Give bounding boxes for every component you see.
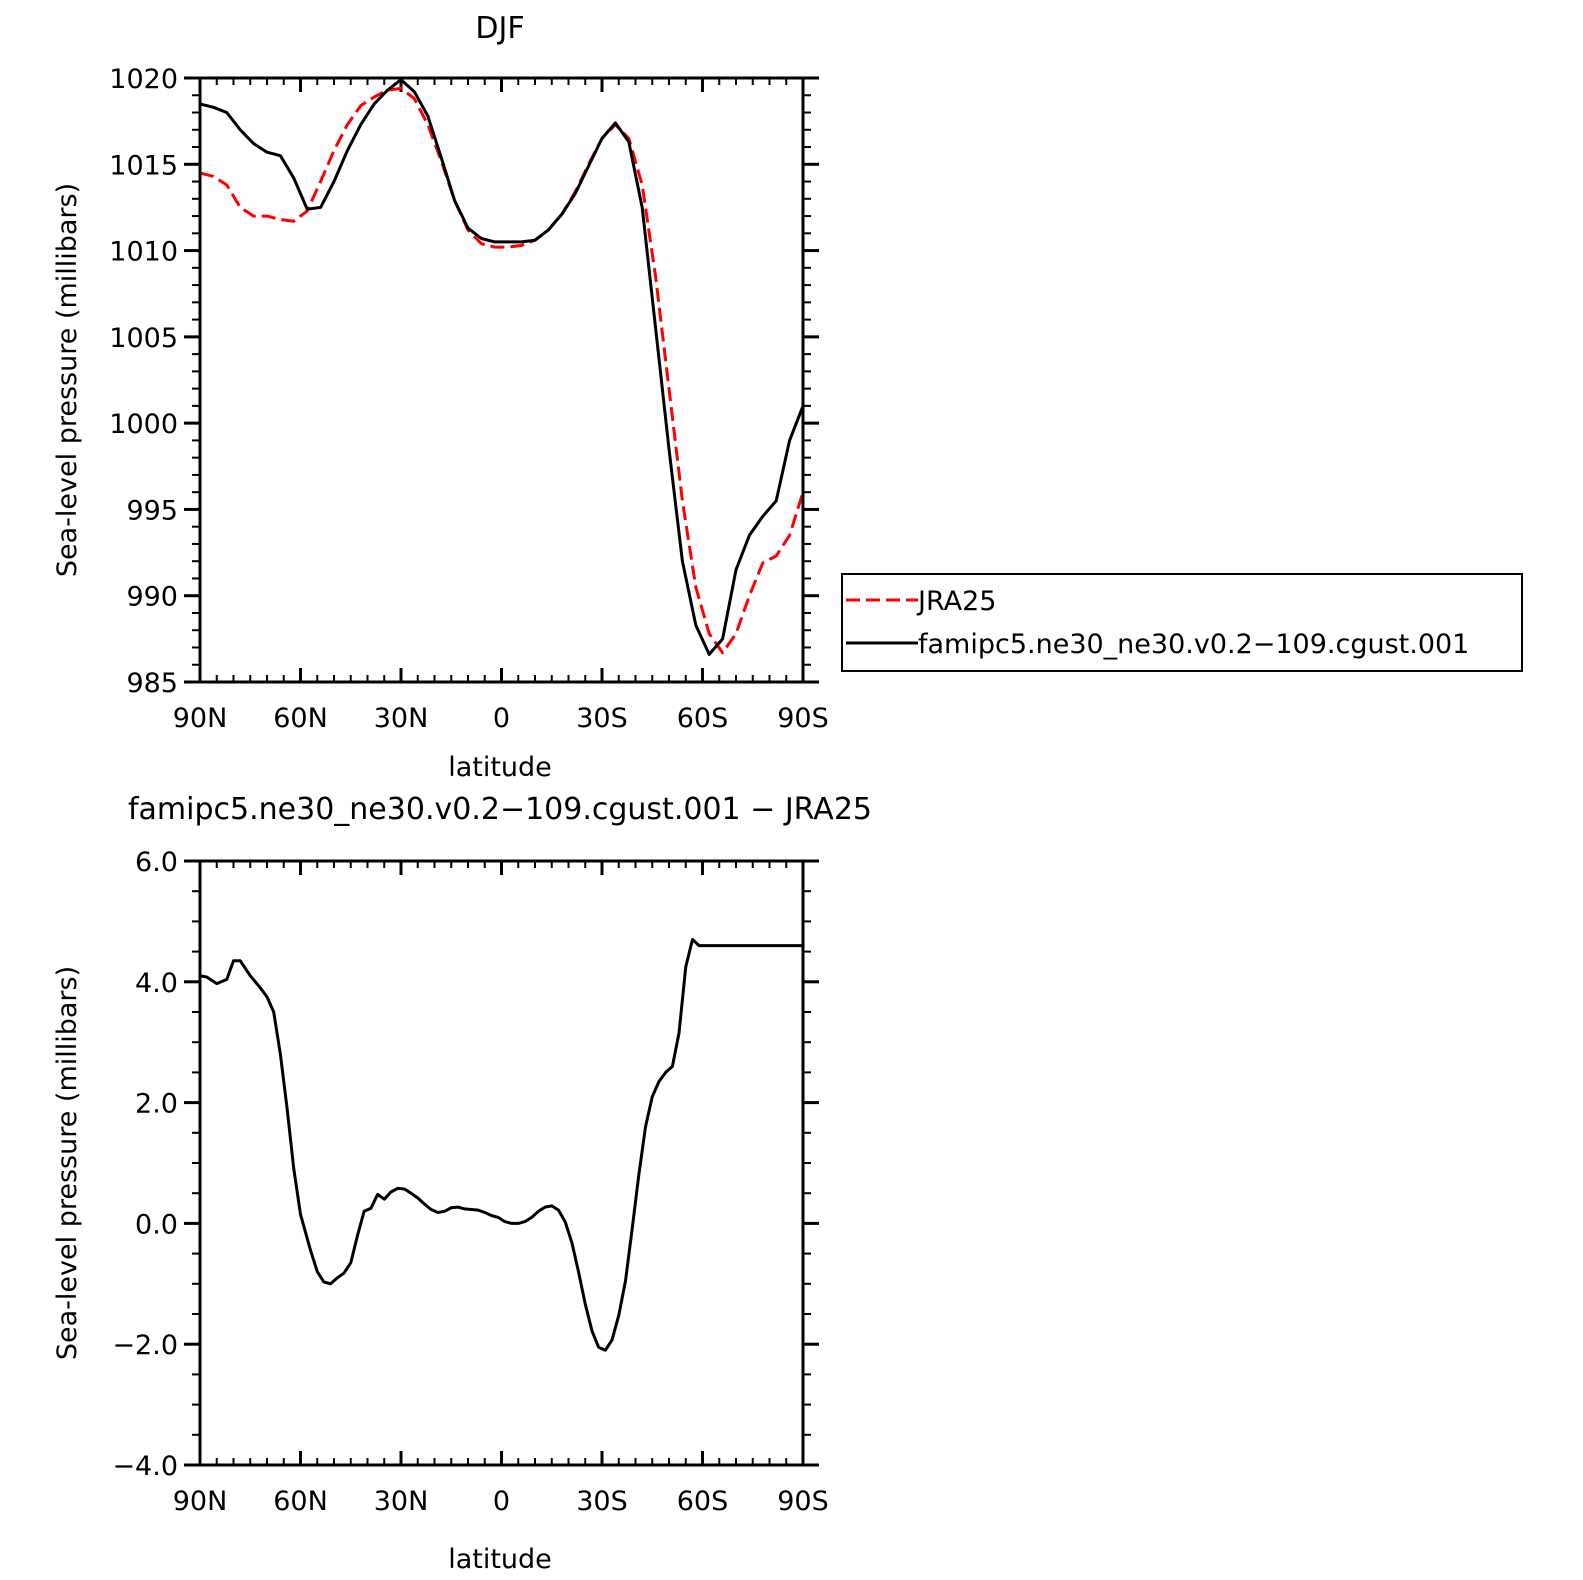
bottom-chart-y-axis-label: Sea-level pressure (millibars) — [52, 966, 83, 1360]
y-tick-label: −2.0 — [112, 1330, 178, 1361]
top-chart-frame — [198, 76, 805, 684]
y-tick-label: 1015 — [109, 150, 178, 181]
x-tick-label: 0 — [493, 703, 510, 734]
legend-box — [841, 573, 1523, 672]
top-chart-series — [199, 78, 805, 656]
y-tick-label: 995 — [126, 495, 178, 526]
y-tick-label: −4.0 — [112, 1451, 178, 1482]
top-chart-title: DJF — [475, 11, 524, 46]
x-tick-label: 30S — [576, 1486, 628, 1517]
y-tick-label: 4.0 — [135, 968, 178, 999]
top-chart-panel: DJF 90N 60N 30N 0 30S 60S 90S 985 990 995 1000 1005… — [52, 11, 829, 783]
top-chart-y-axis-label: Sea-level pressure (millibars) — [52, 183, 83, 577]
legend: JRA25 famipc5.ne30_ne30.v0.2−109.cgust.0… — [841, 573, 1523, 672]
y-tick-label: 0.0 — [135, 1209, 178, 1240]
x-tick-label: 60N — [273, 1486, 328, 1517]
y-tick-label: 1000 — [109, 409, 178, 440]
series-line-model — [199, 78, 805, 656]
x-tick-label: 60S — [677, 703, 729, 734]
top-chart-ticks — [184, 76, 819, 684]
x-tick-label: 0 — [493, 1486, 510, 1517]
x-tick-label: 60N — [273, 703, 328, 734]
x-tick-label: 90N — [173, 1486, 228, 1517]
top-chart-x-axis-label: latitude — [448, 752, 552, 783]
bottom-chart-title: famipc5.ne30_ne30.v0.2−109.cgust.001 − J… — [128, 792, 872, 827]
series-line-jra25 — [199, 86, 805, 655]
x-tick-label: 90N — [173, 703, 228, 734]
bottom-chart-frame — [198, 859, 805, 1467]
y-tick-label: 1010 — [109, 237, 178, 268]
bottom-chart-x-axis-label: latitude — [448, 1544, 552, 1575]
y-tick-label: 1005 — [109, 323, 178, 354]
x-tick-label: 30N — [374, 1486, 429, 1517]
x-tick-label: 30N — [374, 703, 429, 734]
legend-label-jra25: JRA25 — [916, 586, 996, 617]
y-tick-label: 1020 — [109, 64, 178, 95]
legend-label-model: famipc5.ne30_ne30.v0.2−109.cgust.001 — [918, 629, 1469, 660]
x-tick-label: 90S — [777, 1486, 829, 1517]
y-tick-label: 6.0 — [135, 847, 178, 878]
bottom-chart-panel: famipc5.ne30_ne30.v0.2−109.cgust.001 − J… — [52, 792, 872, 1575]
bottom-chart-series — [199, 938, 803, 1352]
bottom-chart-ticks — [184, 859, 819, 1467]
x-tick-label: 90S — [777, 703, 829, 734]
x-tick-label: 60S — [677, 1486, 729, 1517]
top-chart-tick-labels: 90N 60N 30N 0 30S 60S 90S 985 990 995 1000 1005 1010… — [109, 64, 828, 734]
y-tick-label: 990 — [126, 582, 178, 613]
y-tick-label: 985 — [126, 668, 178, 699]
x-tick-label: 30S — [576, 703, 628, 734]
y-tick-label: 2.0 — [135, 1089, 178, 1120]
series-line-difference — [199, 938, 803, 1352]
bottom-chart-tick-labels: 90N 60N 30N 0 30S 60S 90S −4.0 −2.0 0.0 2.0 4.0 6.0 — [112, 847, 828, 1517]
